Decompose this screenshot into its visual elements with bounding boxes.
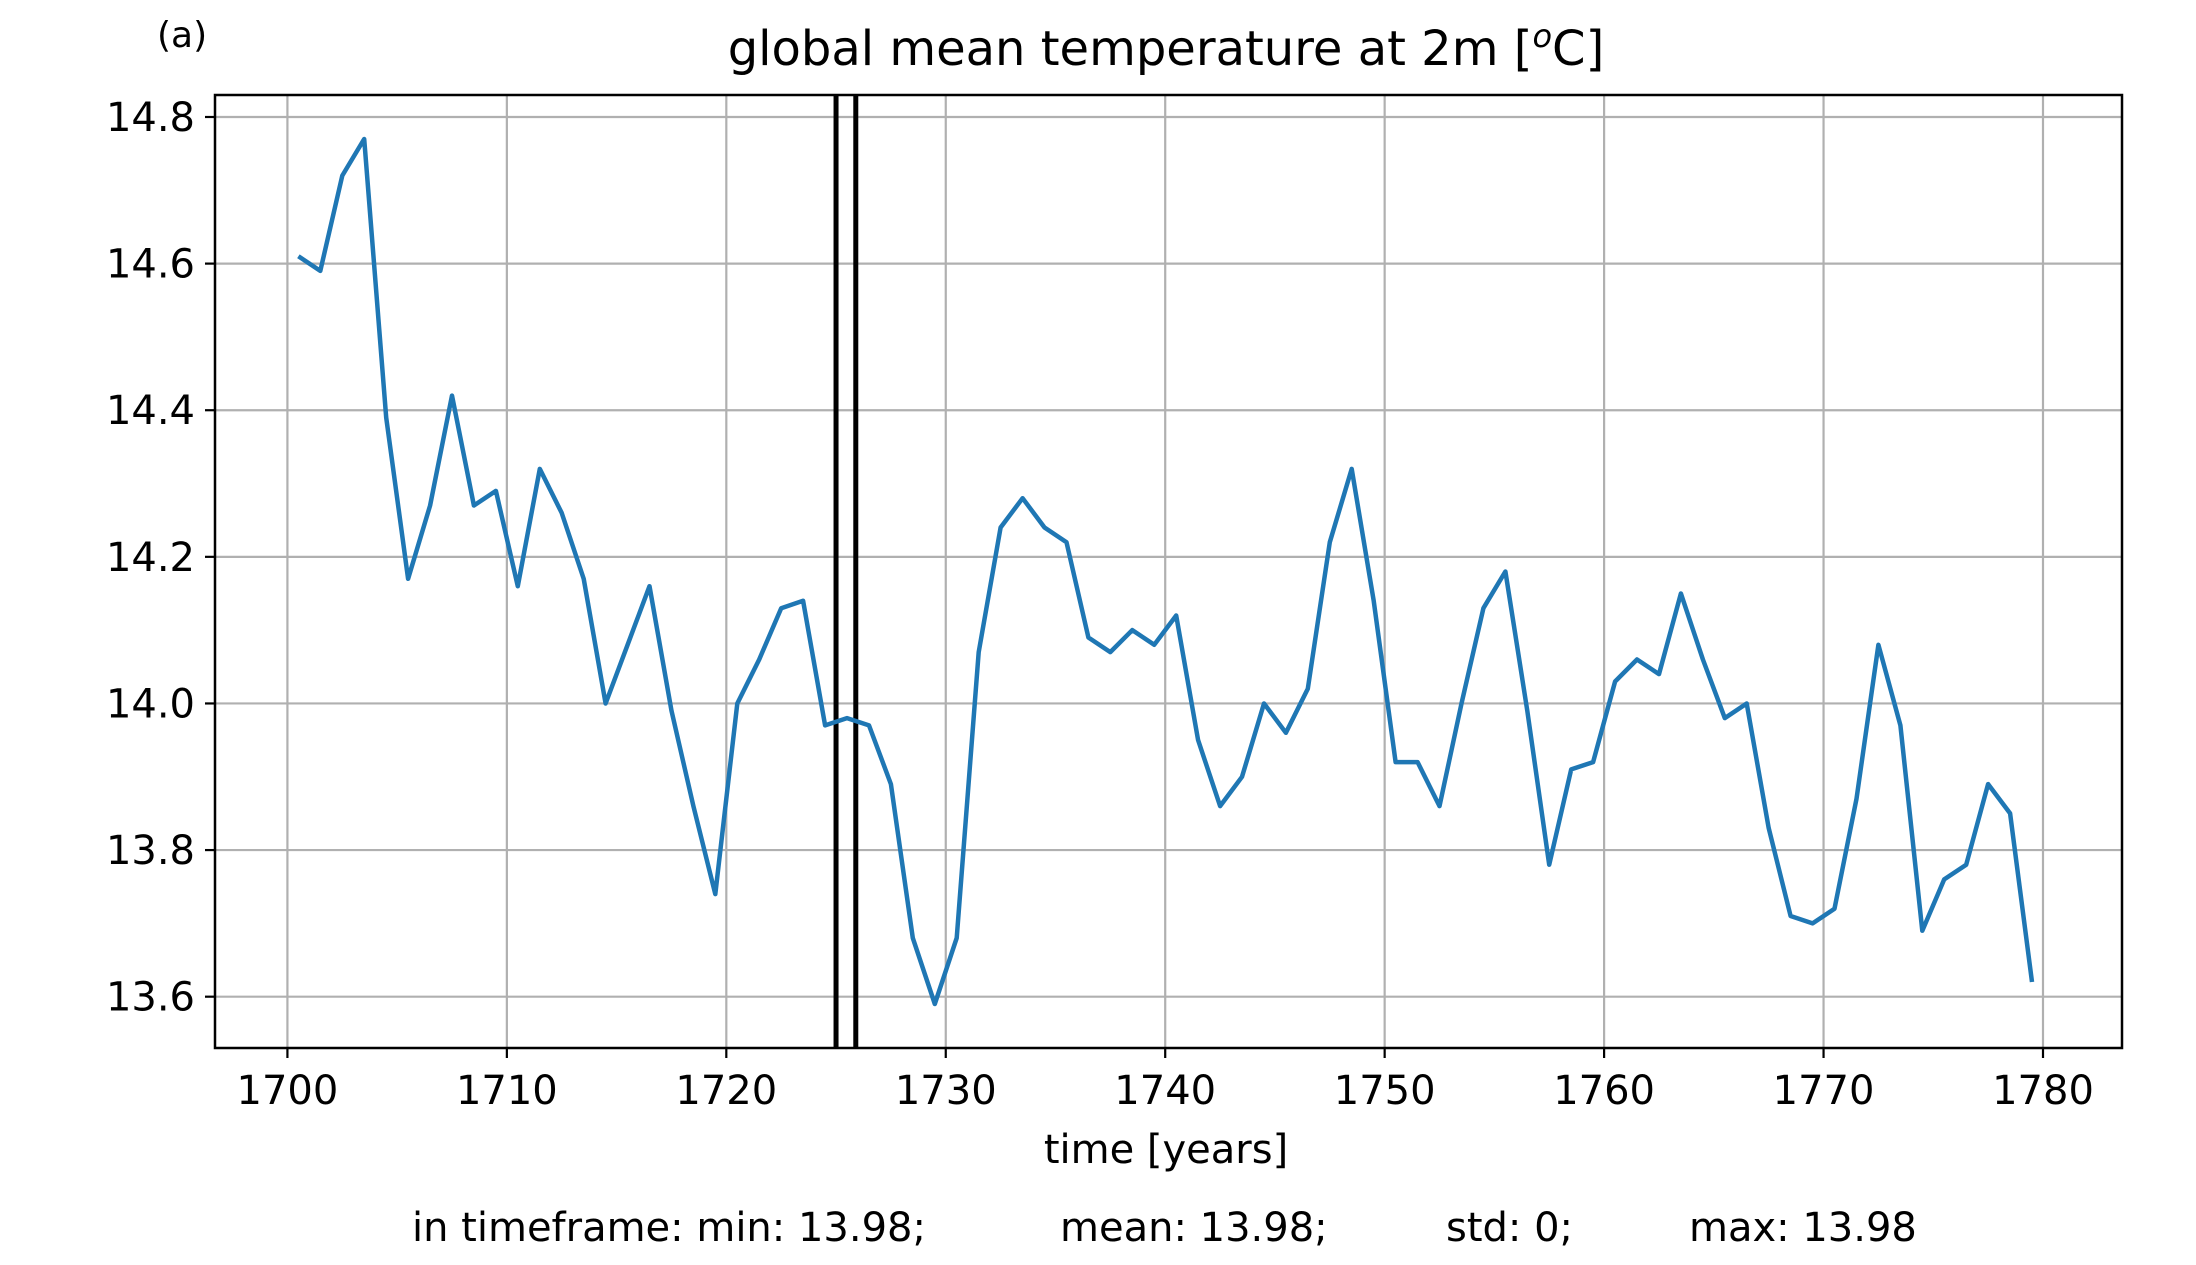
series-layer — [297, 136, 2035, 1007]
y-tick-label: 13.6 — [106, 975, 195, 1021]
stats-std: std: 0; — [1446, 1205, 1574, 1251]
y-tick-label: 14.4 — [106, 388, 195, 434]
stats-mean: mean: 13.98; — [1060, 1205, 1328, 1251]
x-tick-label: 1730 — [895, 1068, 997, 1114]
stats-row: in timeframe: min: 13.98; mean: 13.98; s… — [0, 1205, 2196, 1265]
x-tick-label: 1700 — [237, 1068, 339, 1114]
x-tick-label: 1710 — [456, 1068, 558, 1114]
y-axis-ticks: 13.6 13.8 14.0 14.2 14.4 14.6 14.8 — [106, 95, 215, 1021]
x-tick-label: 1740 — [1114, 1068, 1216, 1114]
y-tick-label: 14.6 — [106, 242, 195, 288]
panel-label: (a) — [157, 15, 207, 56]
x-axis-label: time [years] — [1044, 1127, 1288, 1173]
grid — [215, 95, 2122, 1048]
y-tick-label: 14.8 — [106, 95, 195, 141]
stats-max: max: 13.98 — [1689, 1205, 1917, 1251]
x-tick-label: 1720 — [675, 1068, 777, 1114]
plot-frame — [213, 93, 2124, 1050]
annotation-lines — [833, 95, 859, 1048]
stats-min: in timeframe: min: 13.98; — [412, 1205, 926, 1251]
chart-title-main: global mean temperature at 2m [ — [728, 21, 1533, 77]
x-tick-label: 1780 — [1992, 1068, 2094, 1114]
x-tick-label: 1760 — [1553, 1068, 1655, 1114]
y-tick-label: 14.2 — [106, 535, 195, 581]
chart-title-tail: C] — [1552, 21, 1604, 77]
series-line — [297, 136, 2035, 1007]
x-tick-label: 1750 — [1334, 1068, 1436, 1114]
y-tick-label: 14.0 — [106, 681, 195, 727]
x-tick-label: 1770 — [1773, 1068, 1875, 1114]
chart-title-superscript: o — [1532, 17, 1552, 55]
y-tick-label: 13.8 — [106, 828, 195, 874]
x-axis-ticks: 1700 1710 1720 1730 1740 1750 1760 1770 1780 — [237, 1048, 2094, 1114]
chart-title: global mean temperature at 2m [oC] — [728, 17, 1605, 77]
